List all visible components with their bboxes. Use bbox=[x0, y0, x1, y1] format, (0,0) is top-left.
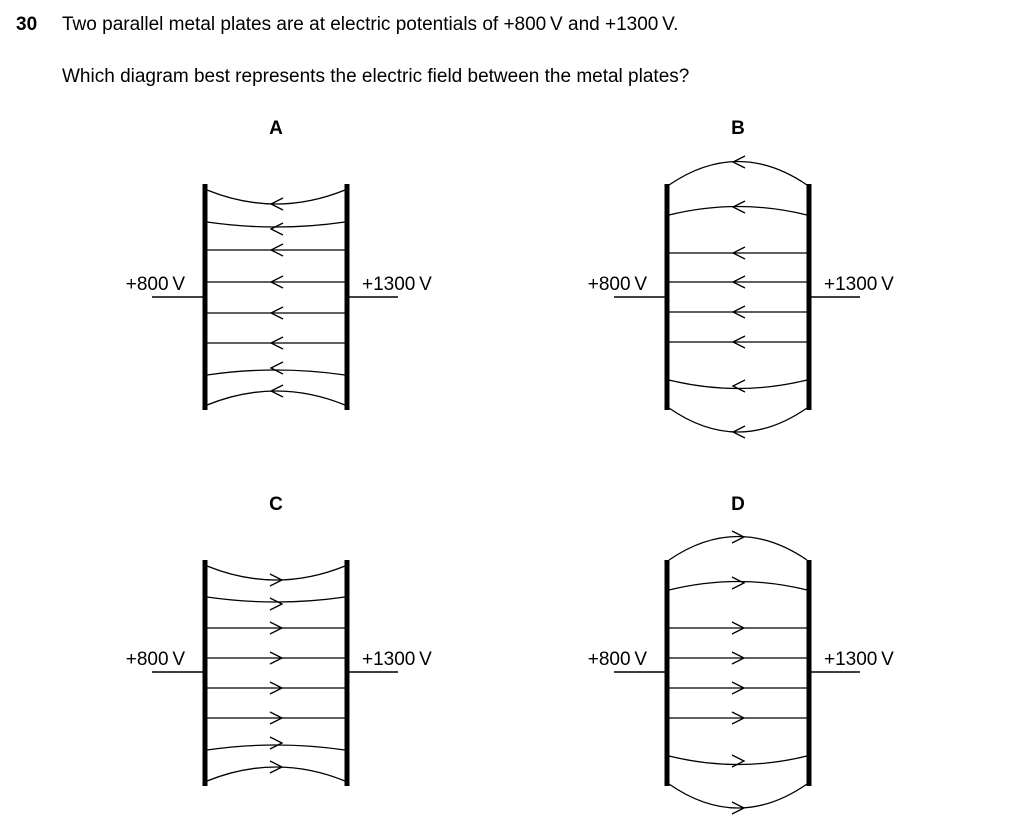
arrowhead bbox=[269, 275, 284, 289]
arrowhead bbox=[731, 305, 746, 319]
option-a-left-label: +800 V bbox=[126, 274, 186, 295]
arrowhead bbox=[269, 573, 284, 587]
arrowhead bbox=[269, 336, 284, 350]
arrowhead bbox=[269, 361, 284, 375]
arrowhead bbox=[731, 801, 746, 815]
field-line bbox=[668, 205, 808, 216]
option-d-letter: D bbox=[731, 494, 745, 515]
arrowhead bbox=[269, 222, 284, 236]
field-line bbox=[206, 565, 346, 581]
option-b-letter: B bbox=[731, 118, 745, 139]
arrowhead bbox=[731, 711, 746, 725]
arrowhead bbox=[731, 576, 746, 590]
option-b-field-lines bbox=[668, 155, 808, 439]
arrowhead bbox=[269, 711, 284, 725]
arrowhead bbox=[269, 621, 284, 635]
option-a-field-lines bbox=[206, 189, 346, 406]
option-c-field-lines bbox=[206, 565, 346, 782]
option-c-left-label: +800 V bbox=[126, 649, 186, 670]
option-a-diagram[interactable]: A +800 V +1300 V bbox=[126, 118, 432, 410]
arrowhead bbox=[269, 760, 284, 774]
field-line bbox=[668, 783, 808, 809]
field-line bbox=[206, 596, 346, 603]
arrowhead bbox=[269, 243, 284, 257]
arrowhead bbox=[731, 155, 746, 169]
field-line bbox=[206, 766, 346, 782]
arrowhead bbox=[731, 379, 746, 393]
arrowhead bbox=[731, 425, 746, 439]
arrowhead bbox=[731, 246, 746, 260]
option-d-left-label: +800 V bbox=[588, 649, 648, 670]
option-c-letter: C bbox=[269, 494, 283, 515]
question-number: 30 bbox=[16, 14, 38, 35]
option-c-right-label: +1300 V bbox=[362, 649, 432, 670]
arrowhead bbox=[269, 736, 284, 750]
option-b-left-label: +800 V bbox=[588, 274, 648, 295]
arrowhead bbox=[731, 681, 746, 695]
arrowhead bbox=[269, 651, 284, 665]
option-d-diagram[interactable]: D +800 V +1300 V bbox=[588, 494, 894, 815]
option-b-diagram[interactable]: B +800 V +1300 V bbox=[588, 118, 894, 439]
arrowhead bbox=[731, 754, 746, 768]
field-line bbox=[668, 379, 808, 390]
arrowhead bbox=[731, 200, 746, 214]
arrowhead bbox=[269, 197, 284, 211]
arrowhead bbox=[731, 530, 746, 544]
arrowhead bbox=[269, 306, 284, 320]
arrowhead bbox=[731, 651, 746, 665]
field-line bbox=[668, 160, 808, 186]
question-prompt: Which diagram best represents the electr… bbox=[62, 66, 690, 87]
field-line bbox=[206, 390, 346, 406]
arrowhead bbox=[731, 621, 746, 635]
arrowhead bbox=[269, 681, 284, 695]
option-a-letter: A bbox=[269, 118, 283, 139]
field-line bbox=[668, 535, 808, 561]
arrowhead bbox=[269, 384, 284, 398]
option-b-right-label: +1300 V bbox=[824, 274, 894, 295]
question-text: Two parallel metal plates are at electri… bbox=[62, 14, 679, 35]
arrowhead bbox=[731, 335, 746, 349]
arrowhead bbox=[269, 597, 284, 611]
option-c-diagram[interactable]: C +800 V +1300 V bbox=[126, 494, 432, 786]
arrowhead bbox=[731, 275, 746, 289]
field-line bbox=[206, 189, 346, 205]
field-line bbox=[206, 744, 346, 751]
option-a-right-label: +1300 V bbox=[362, 274, 432, 295]
field-line bbox=[668, 407, 808, 433]
field-line bbox=[668, 580, 808, 591]
option-d-right-label: +1300 V bbox=[824, 649, 894, 670]
option-d-field-lines bbox=[668, 530, 808, 815]
